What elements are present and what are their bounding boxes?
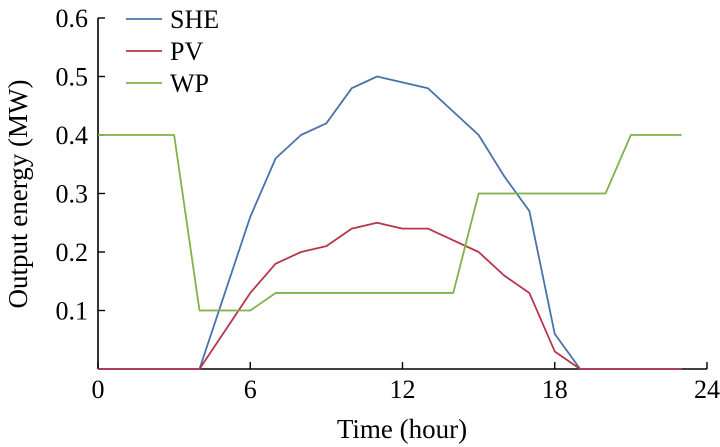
legend-label-she: SHE (170, 5, 219, 34)
y-tick-label: 0.2 (56, 238, 89, 267)
y-axis-title: Output energy (MW) (3, 80, 33, 309)
series-line-she (98, 75, 682, 370)
y-tick-label: 0.6 (56, 4, 89, 33)
x-tick-label: 6 (244, 375, 257, 404)
y-tick-label: 0.5 (56, 63, 89, 92)
legend-label-pv: PV (170, 37, 203, 66)
x-tick-label: 12 (390, 375, 416, 404)
y-tick-label: 0.4 (56, 121, 89, 150)
series-line-wp (98, 134, 682, 312)
x-tick-label: 18 (542, 375, 568, 404)
y-tick-label: 0.1 (56, 297, 89, 326)
tick-labels: 0 6 12 18 24 0.1 0.2 0.3 0.4 0.5 0.6 (56, 4, 720, 404)
legend: SHE PV WP (126, 5, 219, 98)
x-axis-title: Time (hour) (337, 414, 467, 444)
y-tick-label: 0.3 (56, 180, 89, 209)
legend-label-wp: WP (170, 69, 209, 98)
x-tick-label: 24 (694, 375, 720, 404)
series-line-pv (98, 221, 682, 370)
series-lines (98, 75, 682, 370)
x-tick-label: 0 (92, 375, 105, 404)
